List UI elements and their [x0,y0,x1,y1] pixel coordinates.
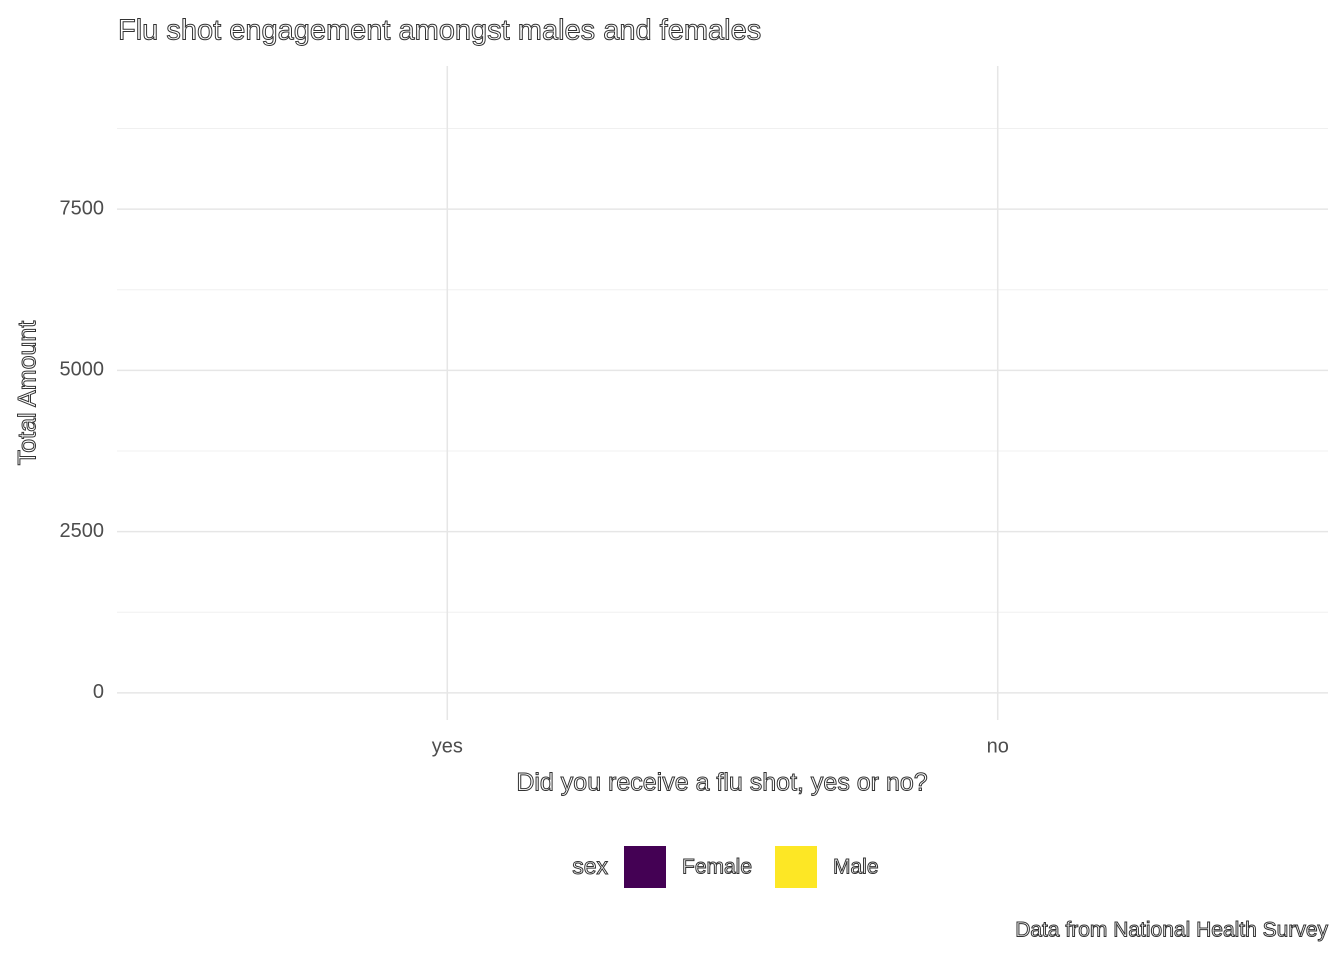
y-tick-label: 2500 [60,520,105,542]
y-tick-label: 5000 [60,359,105,381]
legend-title: sex [572,853,608,879]
legend-swatch [775,846,817,888]
x-tick-label: no [987,735,1009,757]
legend-swatch [624,846,666,888]
y-tick-label: 7500 [60,197,105,219]
legend-label: Male [833,856,879,879]
legend-label: Female [682,856,752,879]
x-axis-title: Did you receive a flu shot, yes or no? [516,769,927,797]
y-axis-title: Total Amount [14,321,42,466]
caption: Data from National Health Survey [1015,919,1328,942]
x-tick-label: yes [432,735,463,757]
y-tick-label: 0 [93,681,104,703]
chart-title: Flu shot engagement amongst males and fe… [118,15,761,47]
